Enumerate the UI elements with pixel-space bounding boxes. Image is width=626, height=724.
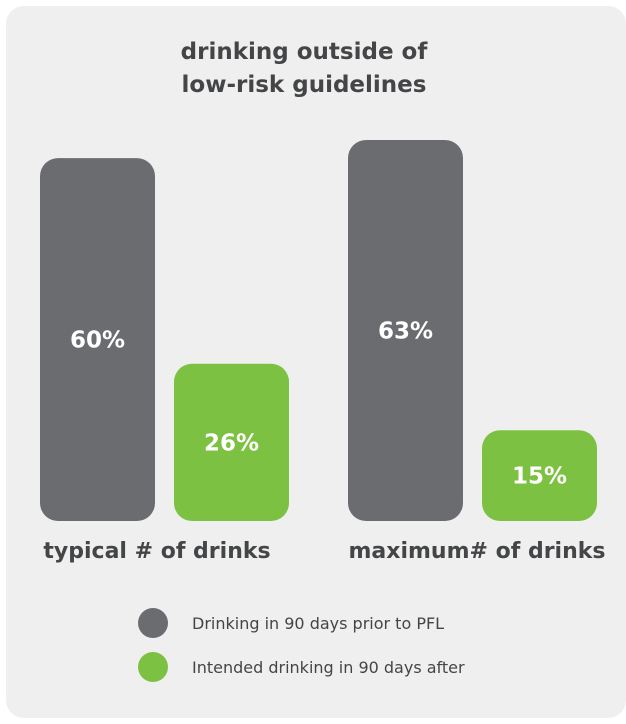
legend-swatch-prior bbox=[138, 608, 168, 638]
category-label-maximum: maximum# of drinks bbox=[349, 539, 606, 564]
bar-typical-prior bbox=[40, 158, 155, 521]
value-label-typical-prior: 60% bbox=[70, 328, 125, 354]
legend-item-prior: Drinking in 90 days prior to PFL bbox=[138, 608, 465, 638]
bar-typical-after bbox=[174, 363, 289, 521]
legend-label-prior: Drinking in 90 days prior to PFL bbox=[192, 613, 445, 633]
legend: Drinking in 90 days prior to PFL Intende… bbox=[138, 608, 465, 696]
value-label-maximum-after: 15% bbox=[512, 464, 567, 490]
legend-item-after: Intended drinking in 90 days after bbox=[138, 652, 465, 682]
value-label-typical-after: 26% bbox=[204, 430, 259, 456]
category-label-typical: typical # of drinks bbox=[43, 539, 270, 564]
bar-maximum-prior bbox=[348, 140, 463, 521]
value-label-maximum-prior: 63% bbox=[378, 319, 433, 345]
chart-title-line-1: drinking outside of bbox=[180, 39, 428, 65]
chart-title: drinking outside of low-risk guidelines bbox=[6, 36, 602, 102]
bar-maximum-after bbox=[482, 430, 597, 521]
legend-label-after: Intended drinking in 90 days after bbox=[192, 657, 465, 677]
legend-swatch-after bbox=[138, 652, 168, 682]
chart-title-line-2: low-risk guidelines bbox=[181, 72, 427, 98]
